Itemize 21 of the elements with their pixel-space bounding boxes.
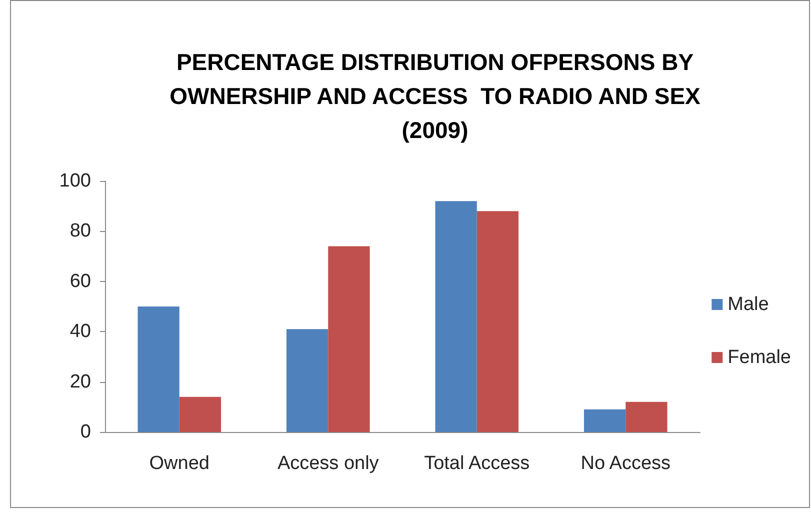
x-tick-label: Access only bbox=[277, 453, 380, 474]
x-tick-label: Owned bbox=[149, 453, 210, 474]
bar bbox=[179, 396, 222, 432]
legend-label: Male bbox=[728, 294, 769, 315]
x-tick-label: Total Access bbox=[424, 453, 530, 474]
bar bbox=[286, 329, 328, 432]
bar bbox=[626, 402, 668, 432]
y-tick-label: 60 bbox=[70, 270, 91, 292]
y-tick-label: 80 bbox=[70, 220, 91, 242]
y-tick-label: 0 bbox=[80, 422, 91, 442]
legend-label: Female bbox=[728, 347, 792, 368]
bar bbox=[584, 409, 626, 432]
y-tick-label: 100 bbox=[59, 170, 91, 192]
bar bbox=[328, 246, 370, 432]
bar bbox=[435, 201, 477, 432]
x-tick-label: No Access bbox=[580, 453, 671, 474]
y-tick-label: 20 bbox=[70, 371, 91, 392]
chart-title: PERCENTAGE DISTRIBUTION OFPERSONS BY OWNERSHIP AND ACCESS TO RADIO AND SEX (2009) bbox=[170, 49, 702, 143]
y-tick-label: 40 bbox=[70, 321, 91, 342]
bar bbox=[138, 306, 180, 432]
bar bbox=[476, 211, 519, 432]
